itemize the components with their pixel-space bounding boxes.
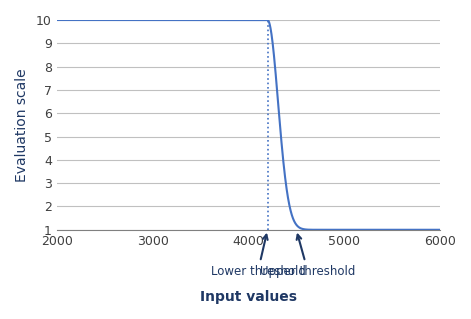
Text: Upper threshold: Upper threshold [260,235,356,278]
X-axis label: Input values: Input values [200,290,297,304]
Y-axis label: Evaluation scale: Evaluation scale [15,68,29,182]
Text: Lower threshold: Lower threshold [211,235,305,278]
